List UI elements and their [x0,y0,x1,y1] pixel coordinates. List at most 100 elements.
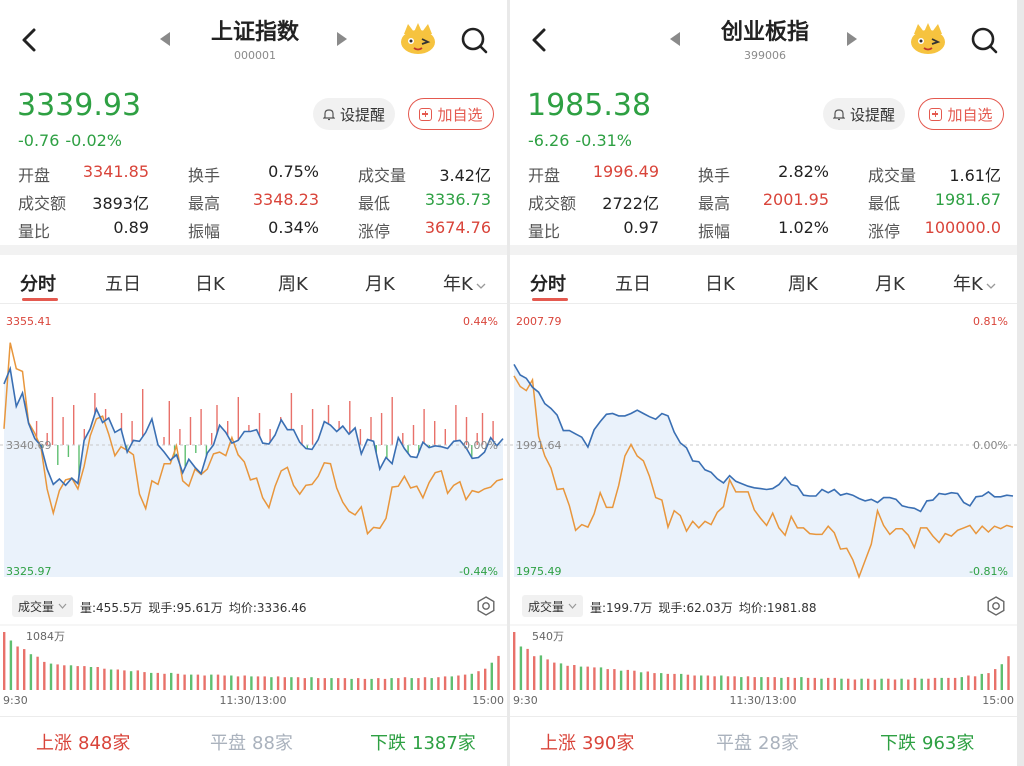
unchanged-count: 28家 [758,733,799,754]
mascot-icon[interactable] [398,20,438,56]
volume-bar [163,673,166,690]
volume-bar [96,667,99,690]
prev-index-arrow-icon[interactable] [160,32,170,46]
volume-bar [680,673,683,690]
volume-bar [700,675,703,690]
volume-bar-header: 成交量 量:199.7万 现手:62.03万 均价:1981.88 [510,590,1017,624]
tab-intraday[interactable]: 分时 [530,274,566,295]
settings-icon[interactable] [475,595,497,617]
order-diff-bar [481,413,484,445]
volume-bar [270,677,273,690]
stat-value: 1996.49 [592,162,659,181]
volume-bar [960,677,963,690]
search-icon[interactable] [458,24,490,56]
time-label-close: 15:00 [472,694,504,707]
order-diff-bar [163,437,165,445]
search-icon[interactable] [968,24,1000,56]
time-label-close: 15:00 [982,694,1014,707]
volume-bar [390,678,393,690]
volume-bar [726,676,730,690]
add-favorite-button[interactable]: 加自选 [918,98,1004,130]
volume-bar [23,649,26,690]
unchanged-count: 88家 [252,733,293,754]
back-icon[interactable] [522,22,558,58]
intraday-chart[interactable]: 3355.41 3340.69 3325.97 0.44% 0.00% -0.4… [0,305,507,585]
intraday-chart[interactable]: 2007.79 1991.64 1975.49 0.81% 0.00% -0.8… [510,305,1017,585]
tab-weekly-k[interactable]: 周K [278,274,308,295]
tab-yearly-k[interactable]: 年K [953,270,996,296]
order-diff-bar [35,421,38,445]
tab-monthly-k[interactable]: 月K [875,274,905,295]
volume-bar [660,673,663,690]
volume-bar [410,678,413,690]
volume-bar [987,673,990,690]
volume-bar [573,665,576,690]
stat-label: 最高 [188,194,221,213]
order-diff-bar [311,409,314,445]
section-divider [510,245,1017,255]
y-top-label: 3355.41 [6,315,52,328]
set-alert-button[interactable]: 设提醒 [313,98,395,130]
tab-yearly-k[interactable]: 年K [443,270,486,296]
index-title: 上证指数 [210,20,299,45]
set-alert-label: 设提醒 [849,105,895,124]
prev-index-arrow-icon[interactable] [670,32,680,46]
volume-bar [437,677,440,690]
set-alert-button[interactable]: 设提醒 [823,98,905,130]
tab-yearly-k-label: 年K [953,274,983,295]
volume-selector[interactable]: 成交量 [522,595,584,617]
chart-tabs: 分时 五日 日K 周K 月K 年K [0,262,507,302]
next-index-arrow-icon[interactable] [337,32,347,46]
settings-icon[interactable] [985,595,1007,617]
volume-bar [290,677,293,690]
volume-bar [599,667,603,690]
add-favorite-button[interactable]: 加自选 [408,98,494,130]
current-price: 3339.93 [17,88,142,123]
volume-bar [526,648,529,690]
plus-icon [929,107,943,121]
volume-bar [686,674,690,690]
bell-icon [832,108,845,120]
mascot-icon[interactable] [908,20,948,56]
tab-daily-k[interactable]: 日K [195,274,225,295]
tab-monthly-k[interactable]: 月K [365,274,395,295]
stat-label: 最低 [358,194,391,213]
stat-label: 成交额 [528,194,577,213]
volume-bar [223,675,226,690]
advancers-label: 上涨 [36,733,72,754]
volume-bar [490,662,493,690]
stat-label: 振幅 [188,222,221,241]
volume-bar [337,678,340,690]
tab-intraday[interactable]: 分时 [20,274,56,295]
volume-bar [136,670,139,690]
tab-weekly-k[interactable]: 周K [788,274,818,295]
volume-bar [539,655,543,690]
stat-value: 1.02% [778,218,829,237]
order-diff-bar [83,429,85,445]
back-icon[interactable] [12,22,48,58]
volume-selector[interactable]: 成交量 [12,595,74,617]
average-price-line [513,375,1014,580]
tab-daily-k[interactable]: 日K [705,274,735,295]
tab-five-day[interactable]: 五日 [615,274,651,295]
order-diff-bar [51,397,54,445]
order-diff-bar [179,429,181,445]
index-panel-chinext: 创业板指 399006 1985.38 -6.26 -0.31% 设提醒 加自选 … [510,0,1017,766]
volume-bar [613,669,616,690]
volume-bar [646,671,649,690]
order-diff-bar [391,397,393,445]
volume-bar [513,632,516,690]
chevron-down-icon [986,283,996,289]
volume-bar [766,677,770,690]
volume-bar [820,678,823,690]
next-index-arrow-icon[interactable] [847,32,857,46]
volume-bar [579,666,583,690]
stat-label: 成交量 [868,166,917,185]
volume-bar [450,676,453,690]
stat-value: 3336.73 [424,190,491,209]
volume-bar [847,678,850,690]
stats-row: 开盘 3341.85 换手 0.75% 成交量 3.42亿 [18,160,496,188]
volume-bar [363,678,367,690]
volume-bar [1000,664,1003,690]
tab-five-day[interactable]: 五日 [105,274,141,295]
